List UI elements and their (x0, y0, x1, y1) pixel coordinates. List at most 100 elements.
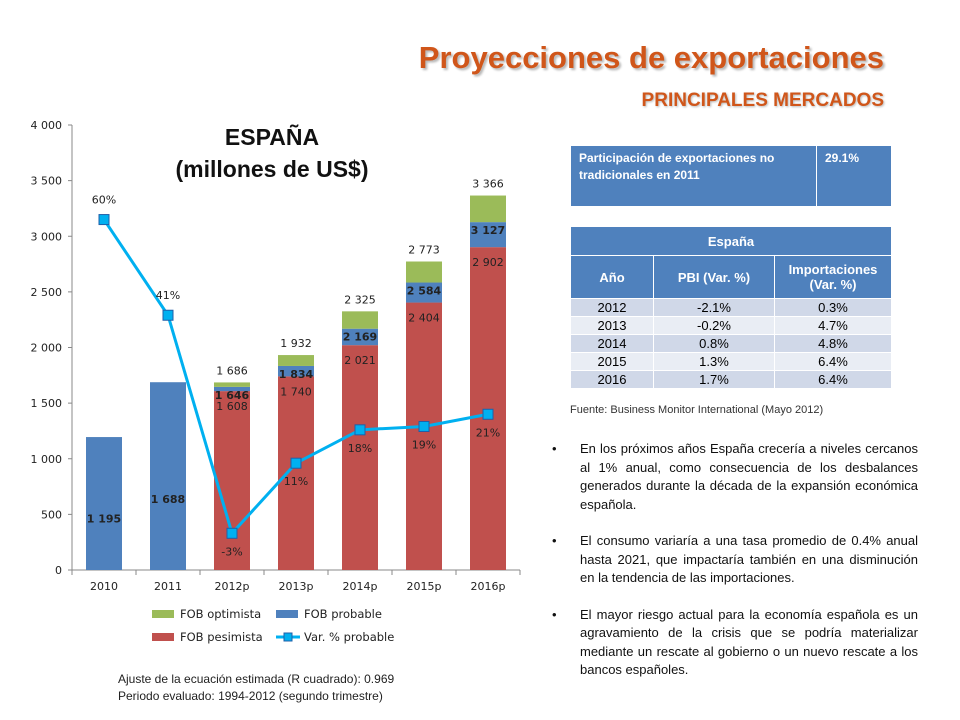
var-point (226, 527, 238, 539)
data-label-probable: 1 834 (279, 368, 314, 381)
data-label-optimista: 1 932 (280, 337, 312, 350)
data-label-optimista: 2 325 (344, 293, 376, 306)
col-header-imports: Importaciones (Var. %) (774, 255, 892, 299)
table-cell: 1.3% (653, 352, 775, 371)
chart-title: ESPAÑA (225, 123, 319, 150)
table-cell: 2016 (570, 370, 654, 389)
legend-label: FOB probable (304, 607, 382, 621)
table-row: 2014 0.8% 4.8% (570, 334, 892, 353)
legend-label: FOB pesimista (180, 630, 263, 644)
spain-table-title: España (570, 226, 892, 256)
y-tick-label: 0 (55, 564, 62, 577)
col-header-gdp: PBI (Var. %) (653, 255, 775, 299)
data-label-var: 41% (156, 289, 180, 302)
bar-fob-probable (342, 328, 378, 346)
model-note-line: Ajuste de la ecuación estimada (R cuadra… (118, 672, 395, 686)
participation-table: Participación de exportaciones no tradic… (570, 145, 892, 207)
data-label-optimista: 1 686 (216, 364, 248, 377)
table-row: 2013 -0.2% 4.7% (570, 316, 892, 335)
data-label-var: -3% (221, 545, 242, 558)
data-label-pesimista: 2 404 (408, 312, 440, 325)
x-tick-label: 2010 (90, 580, 118, 593)
table-cell: 0.8% (653, 334, 775, 353)
bar-fob-optimista (406, 261, 442, 283)
data-label-optimista: 2 773 (408, 244, 440, 257)
bar-fob-probable (278, 365, 314, 377)
bar-fob-optimista (342, 311, 378, 329)
bar-fob-probable (86, 437, 122, 570)
model-note: Ajuste de la ecuación estimada (R cuadra… (118, 671, 394, 705)
y-tick-label: 2 500 (31, 286, 63, 299)
bar-fob-probable (470, 222, 506, 248)
bar-fob-pesimista (278, 376, 314, 570)
bar-fob-pesimista (342, 345, 378, 570)
table-cell: 1.7% (653, 370, 775, 389)
x-tick-label: 2016p (471, 580, 506, 593)
data-label-probable: 2 169 (343, 331, 377, 344)
data-label-pesimista: 1 608 (216, 400, 248, 413)
legend-label: FOB optimista (180, 607, 261, 621)
legend-label: Var. % probable (304, 630, 394, 644)
legend-swatch (152, 610, 174, 618)
table-cell: 4.7% (774, 316, 892, 335)
x-tick-label: 2011 (154, 580, 182, 593)
bullet-item: En los próximos años España crecería a n… (552, 440, 918, 514)
var-point (162, 309, 174, 321)
y-tick-label: 3 500 (31, 175, 63, 188)
y-tick-label: 1 000 (31, 453, 63, 466)
var-point (418, 420, 430, 432)
participation-label: Participación de exportaciones no tradic… (570, 145, 817, 207)
x-tick-label: 2015p (407, 580, 442, 593)
data-label-probable: 1 195 (87, 513, 121, 526)
page-title: Proyecciones de exportaciones (418, 40, 884, 75)
var-point (290, 457, 302, 469)
table-cell: 6.4% (774, 352, 892, 371)
data-label-var: 21% (476, 426, 500, 439)
data-label-probable: 1 688 (151, 493, 185, 506)
bullet-item: El consumo variaría a una tasa promedio … (552, 532, 918, 588)
data-label-pesimista: 1 740 (280, 385, 312, 398)
legend-swatch (276, 610, 298, 618)
bar-fob-pesimista (214, 391, 250, 570)
source-note: Fuente: Business Monitor International (… (570, 404, 824, 416)
var-point (354, 424, 366, 436)
exports-chart: ESPAÑA (millones de US$) 0 500 1 000 1 500 2 0… (31, 119, 521, 644)
table-cell: 2014 (570, 334, 654, 353)
table-cell: 2012 (570, 298, 654, 317)
y-tick-label: 2 000 (31, 342, 63, 355)
bullet-list: En los próximos años España crecería a n… (552, 440, 918, 698)
var-point (482, 408, 494, 420)
data-label-var: 60% (92, 194, 116, 207)
data-label-probable: 3 127 (471, 224, 505, 237)
bar-fob-probable (406, 282, 442, 303)
spain-indicators-table: España Año PBI (Var. %) Importaciones (V… (570, 226, 892, 389)
bar-fob-optimista (470, 195, 506, 223)
table-cell: 4.8% (774, 334, 892, 353)
x-tick-label: 2012p (215, 580, 250, 593)
var-point (98, 214, 110, 226)
bar-fob-optimista (214, 382, 250, 387)
model-note-line: Periodo evaluado: 1994-2012 (segundo tri… (118, 689, 383, 703)
table-row: 2016 1.7% 6.4% (570, 370, 892, 389)
participation-value: 29.1% (816, 145, 892, 207)
table-cell: 2013 (570, 316, 654, 335)
y-tick-label: 500 (41, 508, 62, 521)
data-label-pesimista: 2 021 (344, 354, 376, 367)
data-label-var: 18% (348, 442, 372, 455)
data-label-probable: 2 584 (407, 285, 442, 298)
table-cell: -0.2% (653, 316, 775, 335)
data-label-var: 19% (412, 438, 436, 451)
data-label-var: 11% (284, 475, 308, 488)
x-tick-label: 2013p (279, 580, 314, 593)
table-cell: 0.3% (774, 298, 892, 317)
bar-fob-optimista (278, 355, 314, 366)
data-label-pesimista: 2 902 (472, 256, 504, 269)
table-cell: 2015 (570, 352, 654, 371)
bar-fob-probable (150, 382, 186, 570)
table-row: 2012 -2.1% 0.3% (570, 298, 892, 317)
bar-fob-pesimista (406, 302, 442, 570)
y-tick-label: 3 000 (31, 230, 63, 243)
col-header-year: Año (570, 255, 654, 299)
bullet-item: El mayor riesgo actual para la economía … (552, 606, 918, 680)
legend-swatch (283, 632, 293, 642)
